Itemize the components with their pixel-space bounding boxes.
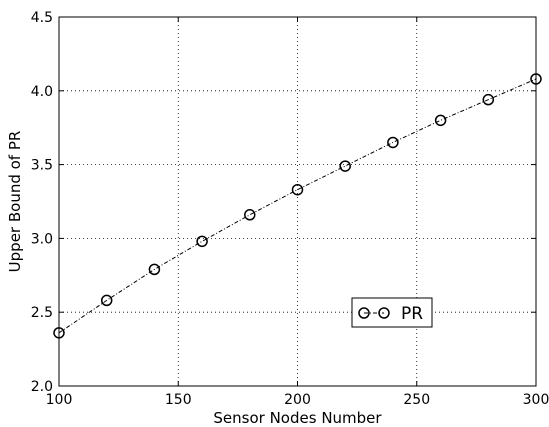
x-tick-label: 150 bbox=[165, 392, 192, 408]
data-point bbox=[291, 183, 304, 196]
x-tick-label: 200 bbox=[284, 392, 311, 408]
y-tick-label: 4.0 bbox=[31, 84, 53, 100]
data-point bbox=[387, 136, 399, 149]
legend-marker-icon bbox=[358, 307, 370, 319]
legend-marker-icon bbox=[378, 307, 390, 319]
data-point bbox=[100, 294, 113, 307]
series-layer bbox=[53, 73, 542, 339]
x-axis-label: Sensor Nodes Number bbox=[213, 409, 382, 427]
x-tick-label: 300 bbox=[523, 392, 549, 408]
data-point bbox=[434, 114, 447, 127]
y-tick-label: 4.5 bbox=[31, 10, 53, 26]
y-tick-label: 3.5 bbox=[31, 158, 53, 174]
legend: PR bbox=[351, 297, 433, 328]
y-tick-label: 2.0 bbox=[31, 379, 53, 395]
data-point bbox=[339, 160, 351, 172]
y-axis-label: Upper Bound of PR bbox=[6, 131, 24, 273]
legend-label: PR bbox=[401, 304, 423, 324]
data-point bbox=[244, 209, 256, 221]
y-tick-label: 2.5 bbox=[31, 305, 53, 321]
x-tick-label: 100 bbox=[46, 392, 73, 408]
x-tick-label: 250 bbox=[403, 392, 430, 408]
data-point bbox=[196, 235, 208, 248]
grid-lines bbox=[59, 17, 536, 386]
data-point bbox=[148, 263, 161, 276]
data-point bbox=[482, 93, 495, 106]
axis-ticks: 100 150 200 250 300 2.0 2.5 3.0 3.5 4.0 4.5 bbox=[31, 10, 549, 408]
y-tick-label: 3.0 bbox=[31, 231, 53, 247]
